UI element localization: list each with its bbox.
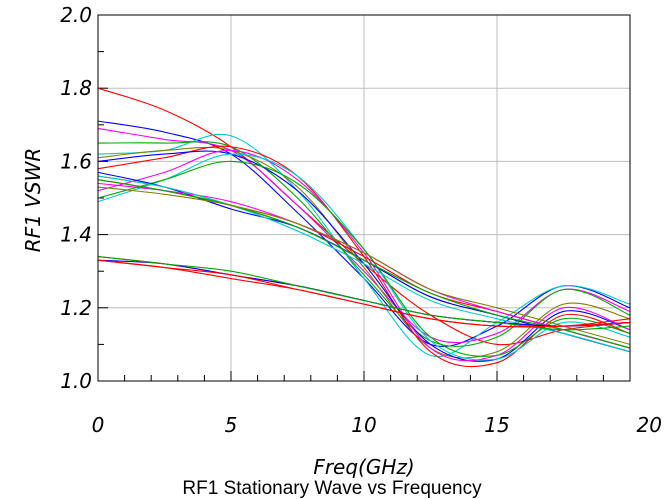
grid-lines: [98, 15, 630, 381]
y-tick-labels: 1.0 1.2 1.4 1.6 1.8 2.0: [60, 3, 92, 393]
y-axis-label: RF1 VSWR: [21, 148, 45, 253]
y-tick-label: 1.6: [60, 149, 92, 173]
series-line-6: [97, 146, 631, 359]
x-tick-label: 0: [92, 413, 105, 437]
x-tick-labels: 0 5 10 15 20: [92, 413, 662, 437]
series-line-23: [97, 259, 631, 328]
series-line-5: [97, 141, 631, 347]
chart-title: RF1 Stationary Wave vs Frequency: [182, 478, 482, 499]
minor-ticks: [97, 14, 631, 382]
series-line-22: [97, 256, 631, 331]
series-lines: [97, 87, 631, 368]
y-tick-label: 1.8: [60, 76, 92, 100]
series-line-16: [97, 175, 631, 353]
x-axis-label: Freq(GHz): [313, 455, 414, 479]
y-tick-label: 1.0: [60, 369, 92, 393]
x-tick-label: 20: [637, 413, 662, 437]
x-tick-label: 10: [351, 413, 376, 437]
x-tick-label: 15: [484, 413, 509, 437]
plot-frame: [97, 14, 631, 382]
y-tick-label: 1.2: [60, 296, 92, 320]
y-tick-label: 1.4: [60, 223, 92, 247]
series-line-11: [97, 160, 631, 357]
y-tick-label: 2.0: [60, 3, 92, 27]
x-tick-label: 5: [225, 413, 238, 437]
series-line-18: [97, 186, 631, 345]
